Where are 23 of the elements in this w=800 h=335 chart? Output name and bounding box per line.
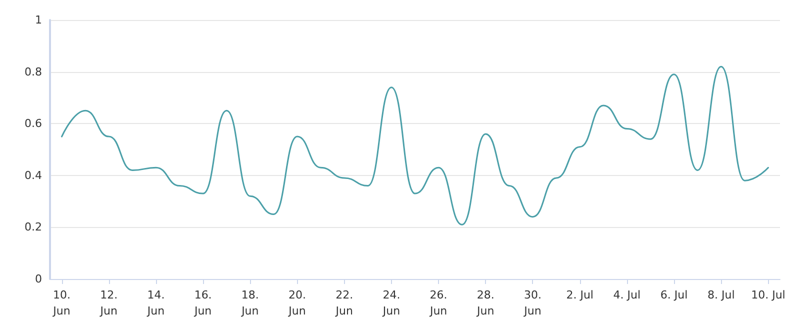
x-tick-label: 20. Jun: [288, 288, 306, 318]
x-tick-label: 4. Jul: [613, 288, 641, 302]
y-tick-label: 0.4: [24, 168, 42, 182]
y-tick-label: 0.2: [24, 220, 42, 234]
y-tick-label: 0.6: [24, 117, 42, 130]
x-tick-label: 2. Jul: [566, 288, 594, 302]
x-tick-label: 26. Jun: [428, 288, 448, 318]
y-tick-label: 0.8: [24, 65, 42, 78]
x-tick-label: 28. Jun: [476, 288, 494, 318]
y-tick-label: 0: [35, 272, 42, 286]
x-tick-label: 6. Jul: [660, 288, 688, 302]
x-tick-label: 8. Jul: [707, 288, 735, 302]
y-tick-label: 1: [35, 14, 42, 26]
x-tick-label: 14. Jun: [146, 288, 165, 318]
x-tick-label: 10. Jul: [751, 288, 786, 302]
x-tick-label: 30. Jun: [523, 288, 542, 318]
x-tick-label: 16. Jun: [193, 288, 212, 318]
x-tick-label: 24. Jun: [382, 288, 400, 318]
x-tick-label: 12. Jun: [99, 288, 118, 318]
x-tick-label: 22. Jun: [334, 288, 354, 318]
line-series: [61, 66, 769, 226]
x-tick-label: 10. Jun: [52, 288, 71, 318]
x-tick-label: 18. Jun: [240, 288, 259, 318]
